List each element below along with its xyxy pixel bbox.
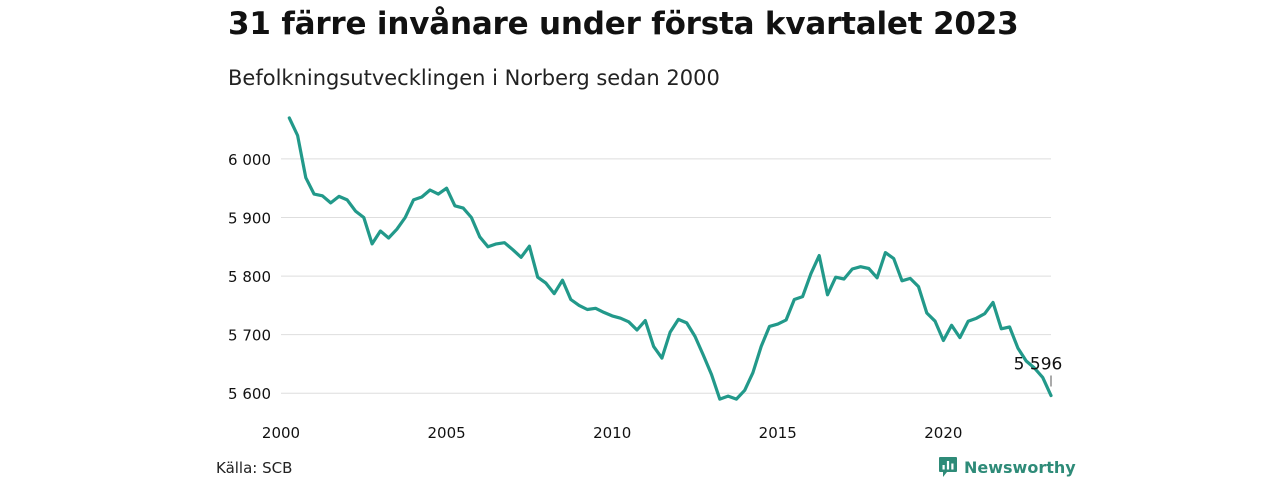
series-layer: [287, 116, 1053, 401]
population-line: [287, 116, 1053, 401]
brand-name: Newsworthy: [964, 457, 1076, 477]
newsworthy-logo-icon: [939, 457, 957, 477]
y-tick-label: 5 900: [228, 210, 271, 228]
x-tick-label: 2020: [924, 424, 962, 442]
source-note: Källa: SCB: [216, 459, 293, 477]
x-tick-label: 2000: [262, 424, 300, 442]
brand-logo[interactable]: Newsworthy: [938, 456, 1076, 478]
chart-subtitle: Befolkningsutvecklingen i Norberg sedan …: [228, 66, 720, 90]
x-tick-label: 2015: [759, 424, 797, 442]
y-tick-label: 5 600: [228, 385, 271, 403]
chart-title: 31 färre invånare under första kvartalet…: [228, 6, 1019, 42]
grid-lines: [281, 158, 1051, 394]
x-tick-label: 2005: [427, 424, 465, 442]
y-tick-label: 5 800: [228, 268, 271, 286]
last-value-label: 5 596: [1014, 355, 1063, 375]
y-tick-label: 6 000: [228, 151, 271, 169]
annotation-layer: 5 596: [1014, 355, 1063, 387]
x-axis-ticks: 2000 2005 2010 2015 2020: [262, 424, 963, 442]
y-axis-ticks: 5 600 5 700 5 800 5 900 6 000: [228, 151, 271, 403]
x-tick-label: 2010: [593, 424, 631, 442]
y-tick-label: 5 700: [228, 327, 271, 345]
